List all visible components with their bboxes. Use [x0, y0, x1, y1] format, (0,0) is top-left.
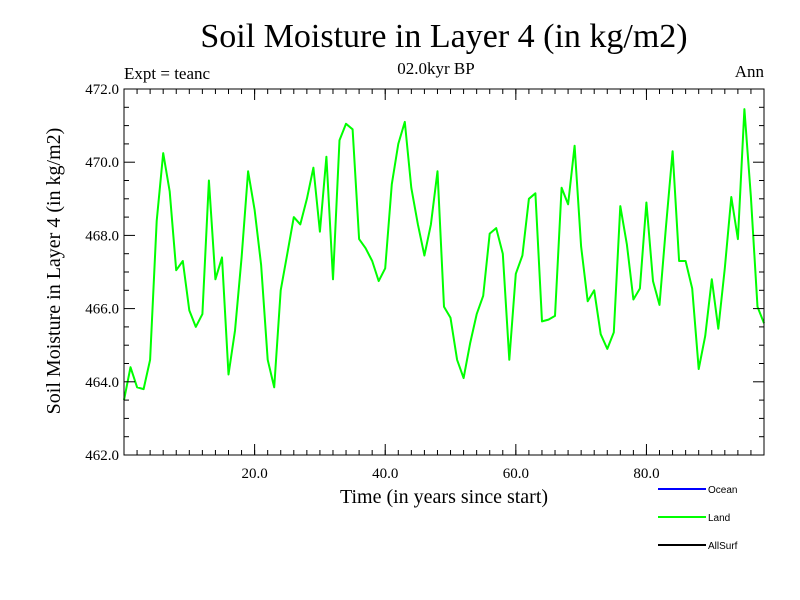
- y-tick-label: 472.0: [85, 82, 119, 98]
- x-tick-label: 40.0: [372, 466, 398, 482]
- x-tick-label: 60.0: [503, 466, 529, 482]
- experiment-label: Expt = teanc: [124, 64, 211, 83]
- y-tick-label: 470.0: [85, 155, 119, 171]
- legend: Ocean Land AllSurf: [658, 485, 738, 552]
- y-tick-label: 464.0: [85, 375, 119, 391]
- y-axis-label: Soil Moisture in Layer 4 (in kg/m2): [43, 128, 65, 415]
- y-tick-label: 466.0: [85, 302, 119, 318]
- chart-subtitle: 02.0kyr BP: [397, 59, 474, 78]
- x-axis-label: Time (in years since start): [340, 486, 548, 508]
- legend-label-allsurf: AllSurf: [708, 541, 738, 552]
- x-tick-label: 80.0: [633, 466, 659, 482]
- season-label: Ann: [735, 62, 765, 81]
- plot-frame: [123, 88, 765, 456]
- y-tick-label: 468.0: [85, 228, 119, 244]
- legend-label-ocean: Ocean: [708, 485, 737, 496]
- y-tick-label: 462.0: [85, 448, 119, 464]
- chart-title: Soil Moisture in Layer 4 (in kg/m2): [200, 18, 687, 55]
- x-tick-label: 20.0: [241, 466, 267, 482]
- legend-label-land: Land: [708, 513, 730, 524]
- series-line-land: [123, 108, 765, 401]
